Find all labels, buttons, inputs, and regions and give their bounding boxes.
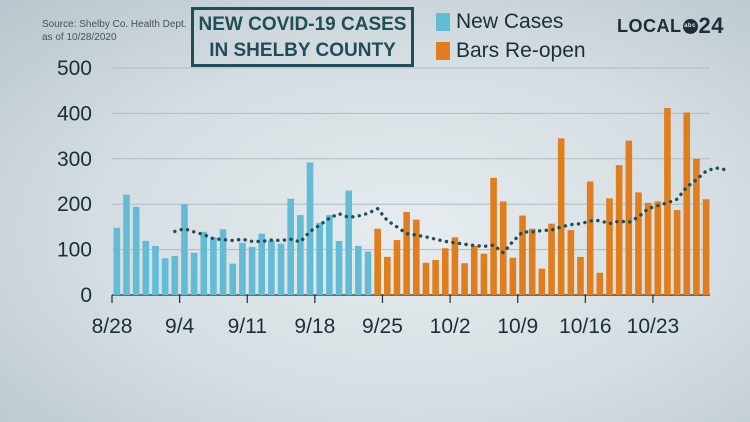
legend-swatch-new-cases	[436, 13, 450, 31]
bar-new-cases	[239, 242, 246, 295]
bar-bars-reopen	[693, 158, 700, 295]
x-tick-label: 10/9	[497, 315, 538, 338]
bar-new-cases	[316, 222, 323, 295]
chart-title-line-1: NEW COVID-19 CASES	[198, 14, 407, 35]
bar-bars-reopen	[664, 107, 671, 296]
moving-average-line	[173, 166, 728, 256]
bar-bars-reopen	[403, 211, 410, 295]
chart-title: NEW COVID-19 CASES IN SHELBY COUNTY	[191, 7, 414, 67]
bar-new-cases	[268, 240, 275, 295]
bar-bars-reopen	[490, 177, 497, 295]
bar-bars-reopen	[577, 256, 584, 295]
x-tick-label: 10/23	[627, 315, 680, 338]
bar-bars-reopen	[519, 215, 526, 295]
bar-new-cases	[113, 227, 121, 295]
bar-new-cases	[258, 233, 266, 295]
bar-bars-reopen	[412, 219, 420, 295]
bar-new-cases	[171, 255, 179, 295]
bar-new-cases	[364, 251, 372, 295]
legend-item-new-cases: New Cases	[436, 10, 563, 34]
bar-bars-reopen	[461, 263, 468, 295]
bar-new-cases	[210, 237, 217, 295]
bar-bars-reopen	[606, 198, 613, 295]
bar-bars-reopen	[635, 192, 642, 295]
bar-bars-reopen	[625, 140, 633, 295]
x-tick-label: 9/11	[228, 315, 267, 338]
bar-new-cases	[248, 246, 256, 295]
y-tick-label: 300	[57, 148, 92, 171]
bar-new-cases	[200, 231, 208, 295]
bar-bars-reopen	[384, 256, 391, 295]
bar-bars-reopen	[615, 165, 623, 295]
bar-bars-reopen	[596, 272, 604, 295]
legend-swatch-bars-reopen	[436, 42, 450, 60]
bar-new-cases	[345, 190, 352, 295]
bar-new-cases	[326, 215, 333, 295]
bar-new-cases	[287, 198, 295, 295]
y-tick-label: 100	[57, 239, 92, 262]
bar-new-cases	[181, 204, 188, 295]
bar-new-cases	[297, 215, 304, 295]
x-tick-label: 8/28	[92, 315, 133, 338]
bar-bars-reopen	[451, 237, 459, 295]
bar-new-cases	[277, 243, 285, 295]
bar-new-cases	[123, 194, 130, 295]
y-tick-label: 400	[57, 102, 92, 125]
bar-bars-reopen	[538, 268, 546, 295]
x-tick-label: 9/18	[294, 315, 335, 338]
bar-new-cases	[190, 252, 198, 295]
bar-bars-reopen	[480, 253, 488, 295]
bar-new-cases	[152, 245, 159, 295]
source-note: Source: Shelby Co. Health Dept. as of 10…	[42, 19, 187, 43]
bar-bars-reopen	[432, 260, 439, 295]
bar-new-cases	[229, 263, 237, 295]
bar-bars-reopen	[567, 230, 575, 295]
bar-bars-reopen	[422, 262, 430, 295]
station-logo: LOCAL abc 24	[617, 13, 724, 39]
bar-bars-reopen	[644, 202, 652, 295]
bar-new-cases	[132, 206, 140, 295]
x-tick-label: 10/16	[559, 315, 612, 338]
bar-bars-reopen	[374, 228, 381, 295]
logo-text-local: LOCAL	[617, 15, 682, 36]
chart-title-line-2: IN SHELBY COUNTY	[209, 40, 396, 61]
legend-label-bars-reopen: Bars Re-open	[456, 39, 586, 62]
abc-logo-icon: abc	[682, 18, 698, 34]
legend-label-new-cases: New Cases	[456, 10, 564, 33]
x-tick-label: 10/2	[430, 315, 471, 338]
bar-bars-reopen	[586, 181, 594, 295]
bar-bars-reopen	[528, 228, 536, 295]
bar-bars-reopen	[499, 201, 507, 295]
bar-bars-reopen	[509, 257, 517, 295]
bar-bars-reopen	[557, 138, 565, 295]
bar-new-cases	[219, 229, 227, 295]
bar-bars-reopen	[393, 240, 401, 295]
bar-new-cases	[306, 162, 314, 295]
bar-new-cases	[161, 258, 169, 295]
bar-bars-reopen	[548, 223, 555, 295]
bar-bars-reopen	[470, 245, 478, 295]
x-tick-label: 9/25	[362, 315, 403, 338]
bar-bars-reopen	[702, 199, 710, 295]
bar-bars-reopen	[654, 201, 662, 295]
y-tick-label: 500	[57, 57, 92, 80]
bar-new-cases	[355, 245, 362, 295]
x-tick-label: 9/4	[165, 315, 195, 338]
logo-text-number: 24	[698, 13, 724, 38]
y-tick-label: 200	[57, 193, 92, 216]
legend-item-bars-reopen: Bars Re-open	[436, 39, 586, 63]
bar-new-cases	[335, 240, 343, 295]
bar-new-cases	[142, 240, 150, 295]
bar-bars-reopen	[683, 112, 691, 295]
bar-bars-reopen	[673, 210, 681, 295]
y-tick-label: 0	[80, 284, 92, 307]
bar-bars-reopen	[441, 248, 449, 295]
